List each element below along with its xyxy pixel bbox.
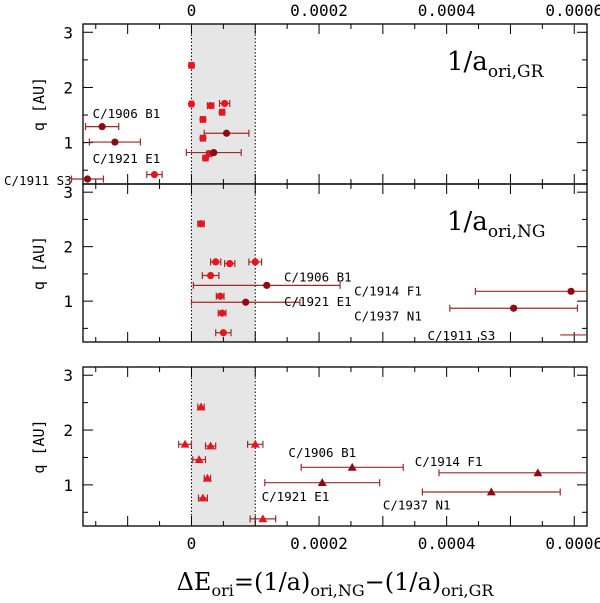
y-tick-label: 3	[63, 183, 73, 202]
data-point	[510, 304, 518, 312]
x-axis-label-part-2: ori	[211, 581, 233, 600]
comet-label: C/1921 E1	[93, 151, 161, 166]
data-point	[198, 493, 208, 502]
data-point	[212, 258, 220, 266]
data-point	[347, 462, 357, 471]
comet-label: C/1914 F1	[415, 454, 483, 469]
y-tick-label: 2	[63, 238, 73, 257]
y-tick-label: 1	[63, 134, 73, 153]
x-tick-label-top: 0.0004	[418, 1, 476, 20]
data-point	[219, 329, 227, 337]
data-point	[111, 138, 119, 146]
x-axis-label-part-4: ori,NG	[310, 581, 364, 600]
data-point	[210, 148, 218, 157]
x-axis-label-part-3: =(1/a)	[234, 568, 311, 596]
y-axis-label: q [AU]	[30, 419, 48, 473]
data-point	[242, 298, 250, 306]
panel-title-sub: ori,NG	[488, 222, 546, 242]
data-point	[250, 439, 260, 448]
comet-label: C/1921 E1	[262, 489, 330, 504]
comet-label: C/1937 N1	[354, 308, 422, 323]
data-point	[187, 61, 196, 69]
x-axis-label: ΔEori=(1/a)ori,NG−(1/a)ori,GR	[177, 568, 495, 600]
y-tick-label: 2	[63, 421, 73, 440]
comet-label: C/1921 E1	[284, 294, 352, 309]
panel-3: 1 2 3 q [AU] C/1906 B1 C/1921 E1 C/1914 F1 C/19…	[30, 366, 588, 527]
x-tick-label-bottom: 0	[187, 534, 197, 553]
data-point	[180, 439, 190, 448]
data-point	[222, 129, 231, 137]
y-tick-label: 3	[63, 366, 73, 385]
data-point	[263, 281, 271, 289]
comet-label: C/1906 B1	[284, 270, 352, 285]
data-point	[206, 441, 216, 450]
data-point	[196, 402, 206, 411]
data-point	[187, 100, 196, 108]
data-point	[317, 478, 327, 487]
x-tick-label-top: 0.0006	[545, 1, 600, 20]
x-axis-label-part-1: ΔE	[177, 568, 212, 596]
data-point	[197, 220, 205, 228]
comet-label: C/1906 B1	[288, 445, 356, 460]
data-point	[202, 473, 212, 482]
y-tick-label: 2	[63, 78, 73, 97]
data-point	[251, 258, 259, 266]
data-point	[201, 154, 210, 162]
data-point	[486, 487, 496, 496]
data-point	[218, 309, 226, 317]
data-point	[206, 271, 215, 280]
x-tick-label-top: 0	[187, 1, 197, 20]
y-axis-label: q [AU]	[30, 236, 48, 290]
comet-label: C/1911 S3	[428, 328, 496, 343]
y-tick-label: 1	[63, 476, 73, 495]
data-point	[258, 514, 268, 523]
data-point	[226, 259, 234, 268]
data-point	[98, 123, 106, 131]
x-axis-label-part-5: −(1/a)	[365, 568, 442, 596]
comet-label: C/1906 B1	[93, 106, 161, 121]
data-point	[194, 455, 204, 464]
panel-frame	[82, 366, 588, 527]
y-tick-label: 3	[63, 23, 73, 42]
comet-label: C/1911 S3	[4, 173, 72, 188]
data-point	[199, 134, 207, 142]
x-tick-label-top: 0.0002	[290, 1, 348, 20]
data-point	[216, 292, 224, 300]
comet-label: C/1937 N1	[383, 498, 451, 513]
data-point	[150, 171, 159, 179]
comet-label: C/1914 F1	[354, 283, 422, 298]
panel-title: 1/aori,NG	[447, 207, 545, 242]
panel-title: 1/aori,GR	[447, 47, 545, 82]
data-point	[83, 175, 92, 183]
data-point	[221, 99, 229, 108]
data-point	[218, 108, 226, 116]
x-tick-label-bottom: 0.0004	[418, 534, 476, 553]
shaded-band	[191, 367, 256, 526]
y-axis-label: q [AU]	[30, 77, 48, 131]
y-tick-label: 1	[63, 292, 73, 311]
data-point	[533, 468, 543, 477]
axis-labels-layer: 0 0.0002 0.0004 0.0006 0 0.0002 0.0004 0.0006 ΔE…	[177, 1, 600, 600]
data-point	[199, 115, 207, 124]
panel-1: 1 2 3 q [AU] 1/aori,GR C/1906 B1 C/1921 E1 C/19…	[4, 23, 588, 188]
shaded-band	[191, 184, 256, 342]
panel-frame	[82, 183, 588, 343]
data-point	[567, 287, 575, 295]
data-point	[206, 102, 215, 110]
x-axis-label-part-6: ori,GR	[441, 581, 494, 600]
x-tick-label-bottom: 0.0006	[545, 534, 600, 553]
x-tick-label-bottom: 0.0002	[290, 534, 348, 553]
panel-title-sub: ori,GR	[488, 62, 545, 82]
